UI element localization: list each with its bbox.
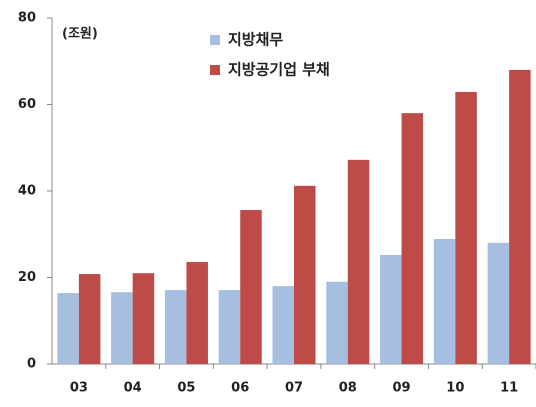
y-tick-label: 0 [27, 357, 36, 372]
bar [487, 242, 510, 364]
bar [240, 210, 262, 364]
bar [294, 185, 316, 364]
y-tick-label: 40 [18, 184, 36, 199]
x-tick-label: 08 [339, 381, 357, 396]
bar [401, 113, 424, 365]
bar [57, 293, 79, 364]
legend-label: 지방채무 [228, 31, 283, 49]
x-tick-label: 11 [500, 381, 518, 396]
x-tick-label: 07 [285, 381, 303, 396]
x-tick-label: 04 [124, 381, 142, 396]
bar [218, 290, 241, 364]
x-tick-label: 03 [70, 381, 88, 396]
x-tick-label: 05 [177, 381, 195, 396]
bar [380, 255, 402, 364]
bar [455, 91, 477, 365]
unit-annotation: (조원) [62, 27, 98, 42]
bar [272, 286, 294, 364]
y-tick-label: 20 [18, 270, 36, 285]
legend-swatch [210, 35, 220, 45]
bar [326, 281, 348, 364]
x-tick-label: 06 [231, 381, 249, 396]
bar [111, 292, 133, 364]
bar [164, 290, 187, 364]
bar [433, 239, 456, 364]
bar [186, 261, 208, 364]
bar [78, 274, 101, 364]
legend-swatch [210, 65, 220, 75]
legend-label: 지방공기업 부채 [228, 61, 330, 79]
bar [347, 159, 370, 364]
bar [509, 69, 531, 365]
x-tick-label: 09 [393, 381, 411, 396]
bar [132, 273, 155, 364]
y-tick-label: 60 [18, 97, 36, 112]
y-tick-label: 80 [18, 11, 36, 26]
x-tick-label: 10 [446, 381, 464, 396]
